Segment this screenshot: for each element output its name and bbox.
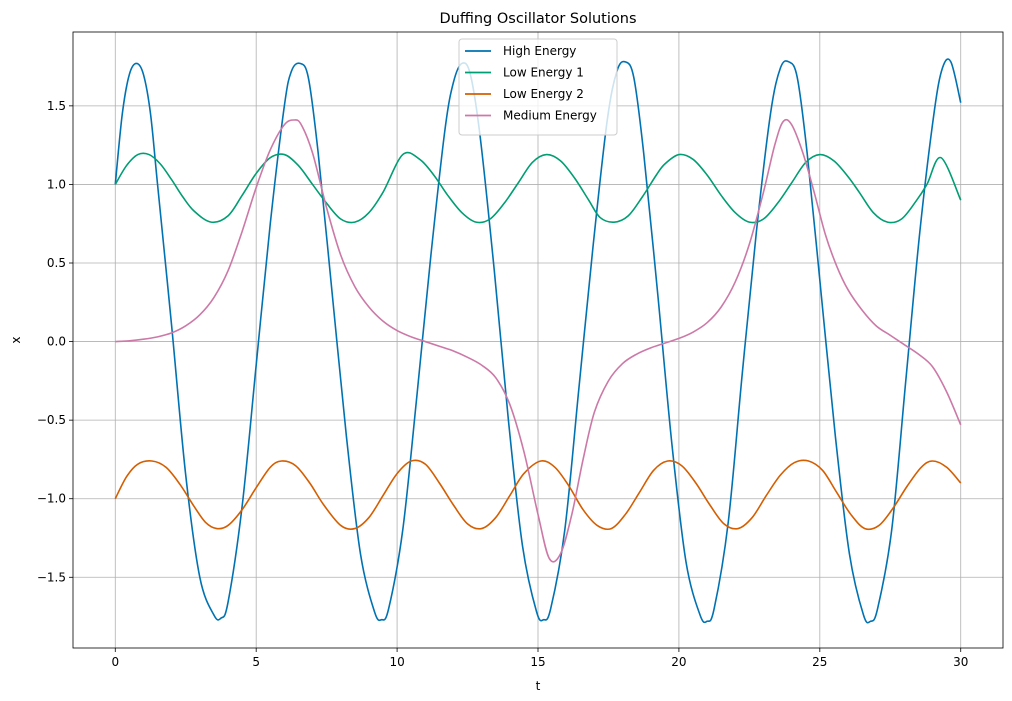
y-tick-label: 0.5 [47,256,66,270]
x-tick-label: 25 [812,655,827,669]
x-tick-label: 10 [389,655,404,669]
grid [73,32,1003,648]
x-tick-label: 5 [252,655,260,669]
y-axis-label: x [9,336,23,343]
legend-label-medium-energy: Medium Energy [503,109,597,123]
chart-title: Duffing Oscillator Solutions [439,11,636,27]
legend-label-low-energy-1: Low Energy 1 [503,66,584,80]
legend: High Energy Low Energy 1 Low Energy 2 Mediu… [458,38,618,136]
series-line-medium-energy [115,118,962,563]
series-line-low-energy-2 [114,459,962,531]
x-tick-label: 0 [111,655,119,669]
x-tick-label: 15 [530,655,545,669]
y-tick-label: 0.0 [47,335,66,349]
y-tick-label: −0.5 [37,413,66,427]
x-tick-label: 20 [671,655,686,669]
legend-label-high-energy: High Energy [503,44,576,58]
legend-label-low-energy-2: Low Energy 2 [503,87,584,101]
legend-box [458,38,618,136]
series-line-low-energy-1 [114,151,962,224]
x-axis-label: t [536,679,541,693]
axis-ticks: 0 5 10 15 20 25 30 −1.5 −1.0 −0.5 0.0 0.5 1.0 1.5 [37,99,969,669]
y-tick-label: −1.5 [37,570,66,584]
y-tick-label: 1.5 [47,99,66,113]
y-tick-label: −1.0 [37,492,66,506]
series-layer [114,58,962,624]
y-tick-label: 1.0 [47,177,66,191]
x-tick-label: 30 [953,655,968,669]
series-line-high-energy [114,58,962,624]
